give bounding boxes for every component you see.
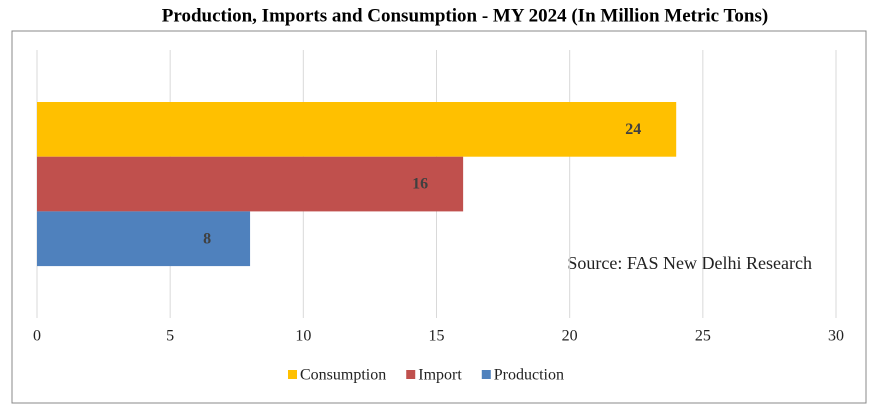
bar (37, 156, 464, 212)
x-tick-label: 10 (295, 328, 311, 345)
legend-swatch (406, 370, 416, 379)
bar (37, 102, 677, 157)
annotation: Source: FAS New Delhi Research (567, 253, 812, 273)
bar (37, 211, 251, 267)
x-tick-label: 20 (562, 328, 578, 345)
x-tick-label: 30 (828, 328, 844, 345)
legend-swatch (288, 370, 297, 379)
chart-border (11, 30, 867, 404)
data-label: 16 (412, 176, 428, 193)
x-tick-label: 15 (429, 328, 445, 345)
data-label: 8 (203, 230, 211, 247)
legend-label: Import (418, 367, 462, 384)
x-tick-label: 25 (695, 328, 711, 345)
data-label: 24 (625, 121, 641, 138)
x-tick-label: 5 (166, 328, 174, 345)
chart-title: Production, Imports and Consumption - MY… (162, 5, 768, 26)
legend-label: Consumption (300, 367, 386, 384)
legend-label: Production (494, 367, 564, 384)
x-tick-label: 0 (33, 328, 41, 345)
legend-swatch (481, 370, 491, 379)
